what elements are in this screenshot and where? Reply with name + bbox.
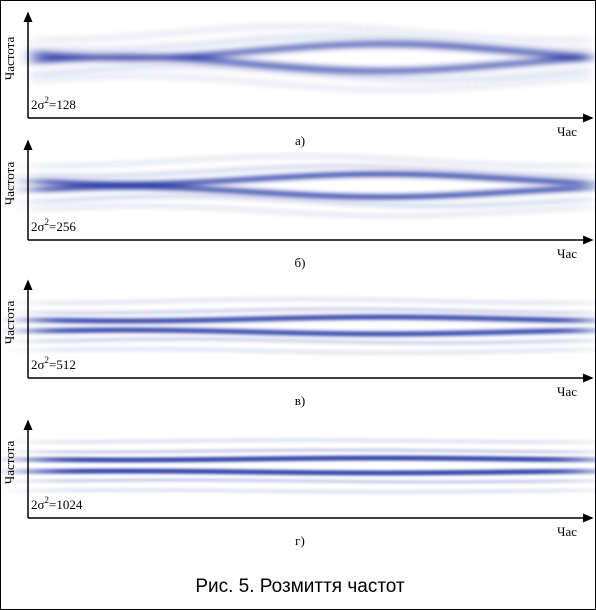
x-axis-label: Час [557,246,577,261]
band [32,297,591,305]
param-exp: 2 [45,355,50,365]
band [32,488,591,494]
band [32,448,590,454]
y-axis-label: Частота [2,162,17,206]
band [31,347,591,355]
param-base: 2σ [31,497,45,512]
param-base: 2σ [31,219,45,234]
band [31,74,591,92]
param-value: =256 [49,219,76,234]
param-label: 2σ2=128 [31,95,76,112]
param-base: 2σ [31,97,45,112]
param-exp: 2 [45,495,50,505]
panel-caption: а) [295,133,305,148]
band [31,337,591,345]
spectrogram [31,438,591,494]
band [31,34,591,52]
band [31,314,591,324]
spectrogram [31,297,591,355]
x-axis-label: Час [557,124,577,139]
band [31,24,591,42]
param-exp: 2 [45,217,50,227]
panel-caption: г) [295,533,305,548]
x-axis-label: Час [557,384,577,399]
band [31,204,591,218]
band [31,154,591,168]
band [31,194,591,208]
panel-caption: б) [295,255,306,270]
panel-caption: в) [295,393,305,408]
param-value: =512 [49,357,76,372]
band [31,64,591,82]
y-axis-label: Частота [2,37,17,81]
param-label: 2σ2=1024 [31,495,83,512]
band [32,307,590,315]
param-base: 2σ [31,357,45,372]
y-axis-label: Частота [2,301,17,345]
band [31,171,591,187]
band [31,184,591,200]
param-label: 2σ2=512 [31,355,76,372]
band [31,455,590,463]
x-axis-label: Час [557,524,577,539]
param-exp: 2 [45,95,50,105]
spectrogram [31,24,591,92]
band [31,54,591,74]
param-value: =128 [49,97,76,112]
band [31,468,590,476]
band [32,478,590,484]
band [31,164,591,178]
figure-caption: Рис. 5. Розмиття частот [195,576,405,597]
y-axis-label: Частота [2,441,17,485]
param-value: =1024 [49,497,83,512]
band [32,438,590,444]
band [31,327,591,337]
spectrogram [31,154,591,218]
param-label: 2σ2=256 [31,217,76,234]
